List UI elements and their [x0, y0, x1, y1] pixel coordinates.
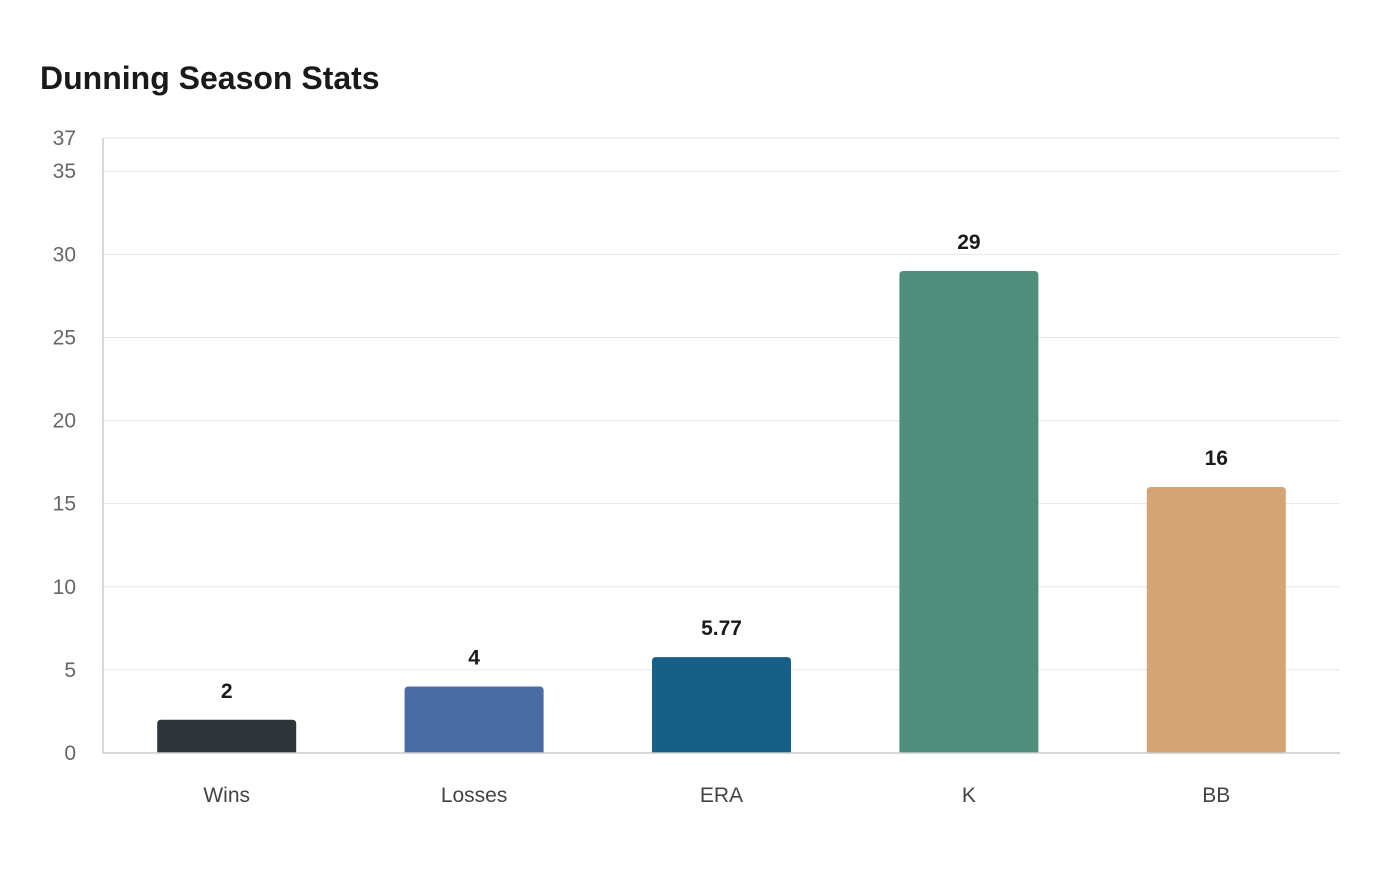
x-category-label: BB: [1202, 784, 1230, 807]
bars: [157, 270, 1286, 753]
y-tick-label: 35: [53, 160, 76, 183]
x-category-label: Wins: [203, 784, 250, 807]
y-tick-label: 10: [53, 576, 76, 599]
x-category-label: ERA: [700, 784, 743, 807]
bar-bb: [1146, 487, 1286, 753]
y-tick-label: 20: [53, 410, 76, 433]
value-label: 4: [468, 647, 480, 670]
y-axis-ticks: 0 5 10 15 20 25 30 35 37: [53, 127, 76, 765]
value-label: 29: [957, 231, 980, 254]
bar-losses: [404, 686, 544, 753]
x-axis-categories: Wins Losses ERA K BB: [203, 784, 1230, 807]
y-tick-label: 25: [53, 326, 76, 349]
bar-wins: [157, 719, 297, 753]
value-label: 16: [1205, 447, 1228, 470]
y-tick-label: 37: [53, 127, 76, 150]
y-tick-label: 0: [64, 742, 76, 765]
bar-k: [899, 270, 1039, 753]
value-label: 2: [221, 680, 233, 703]
y-tick-label: 30: [53, 243, 76, 266]
x-category-label: K: [962, 784, 976, 807]
chart-title: Dunning Season Stats: [40, 60, 380, 96]
value-label: 5.77: [701, 617, 742, 640]
y-tick-label: 5: [64, 659, 76, 682]
grid-lines: [103, 137, 1340, 671]
bar-era: [652, 657, 791, 753]
y-tick-label: 15: [53, 493, 76, 516]
value-labels: 2 4 5.77 29 16: [221, 231, 1228, 703]
x-category-label: Losses: [441, 784, 508, 807]
